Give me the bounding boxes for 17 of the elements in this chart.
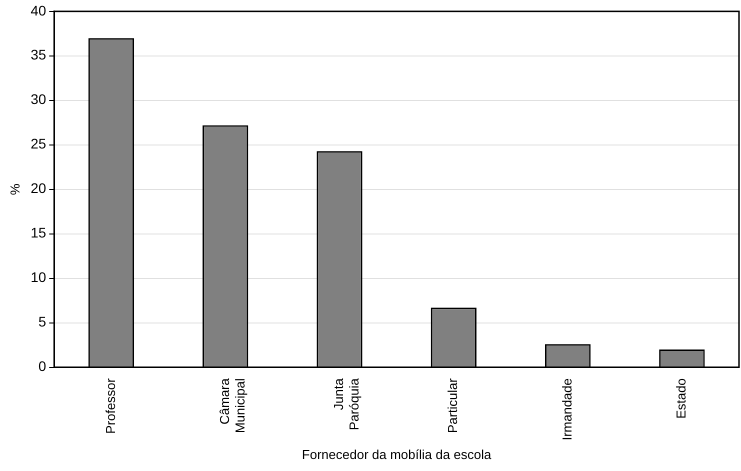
x-tick-label: Estado xyxy=(674,378,689,419)
x-tick-label: Irmandade xyxy=(559,378,574,440)
y-tick-label: 40 xyxy=(30,2,46,18)
y-tick-label: 5 xyxy=(38,314,46,330)
y-axis-title: % xyxy=(7,183,22,196)
y-tick-label: 35 xyxy=(30,46,46,63)
x-axis-title: Fornecedor da mobília da escola xyxy=(302,446,492,462)
y-tick-label: 10 xyxy=(30,269,46,286)
y-tick-label: 0 xyxy=(38,358,46,374)
y-tick-label: 25 xyxy=(30,136,46,152)
y-tick-label: 20 xyxy=(30,180,46,196)
x-tick-label: Particular xyxy=(445,378,460,434)
y-tick-label: 30 xyxy=(30,91,46,108)
x-tick-label: Câmara Municipal xyxy=(216,377,248,434)
y-tick-label: 15 xyxy=(30,224,46,241)
x-tick-label: Junta Paróquia xyxy=(331,377,362,430)
x-tick-label: Professor xyxy=(102,378,118,434)
